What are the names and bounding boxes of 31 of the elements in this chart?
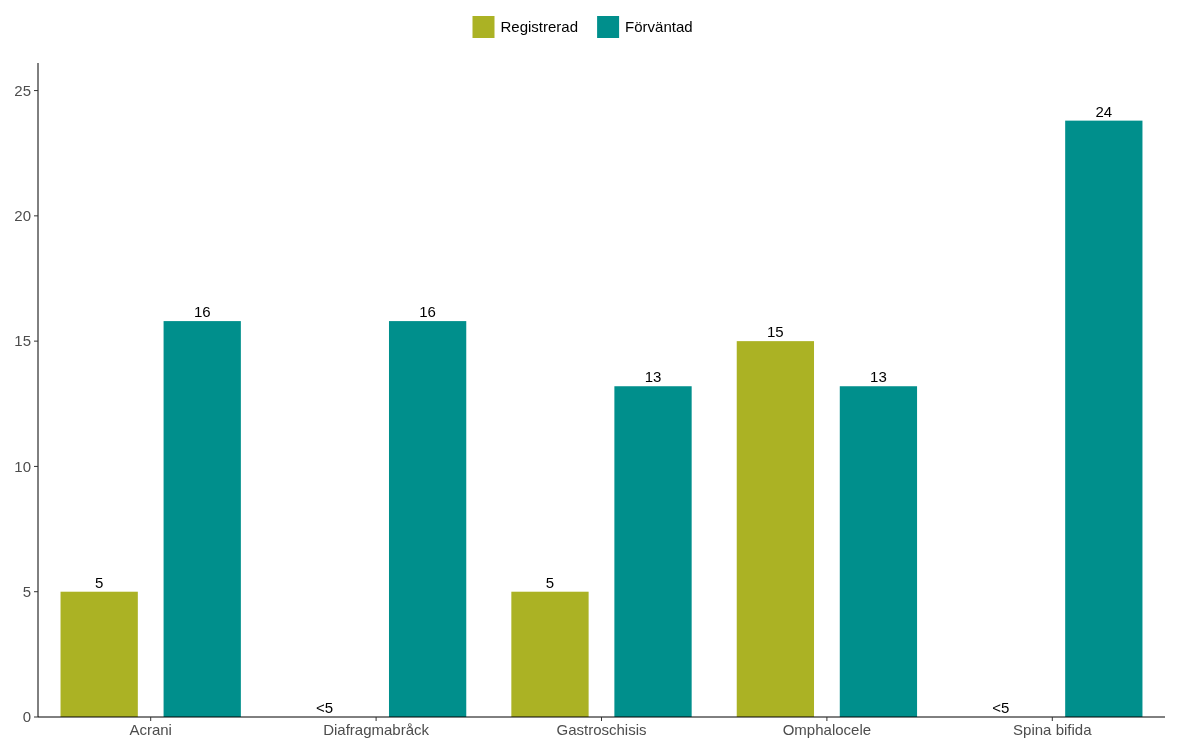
bar <box>1065 120 1143 717</box>
data-label: 13 <box>644 368 662 386</box>
bar <box>736 341 815 717</box>
data-label: 24 <box>1095 102 1113 120</box>
data-label: 5 <box>95 573 104 591</box>
x-tick-label: Acrani <box>129 721 172 738</box>
bar <box>163 321 241 717</box>
x-tick-label: Spina bifida <box>1013 721 1093 738</box>
data-label: 16 <box>193 303 211 321</box>
x-tick-label: Gastroschisis <box>556 721 647 738</box>
text: <5 <box>316 699 334 716</box>
bar <box>614 386 692 717</box>
data-label: 15 <box>767 323 784 341</box>
x-tick-label: Diafragmabråck <box>323 721 430 738</box>
legend-label: Förväntad <box>625 18 693 36</box>
y-tick-label: 25 <box>14 81 31 99</box>
bar <box>511 591 589 717</box>
data-label: 13 <box>870 368 887 386</box>
y-tick-label: 5 <box>22 582 31 600</box>
bar <box>60 591 138 717</box>
legend-label: Registrerad <box>500 18 579 36</box>
y-tick-label: 15 <box>14 332 31 350</box>
data-label: 16 <box>419 303 436 321</box>
data-label: 5 <box>545 573 555 591</box>
bar <box>839 386 918 717</box>
text: <5 <box>992 699 1010 716</box>
y-tick-label: 0 <box>22 708 31 726</box>
x-tick-label: Omphalocele <box>782 721 872 738</box>
bar <box>388 321 467 717</box>
y-tick-label: 20 <box>14 207 31 225</box>
y-tick-label: 10 <box>14 457 31 475</box>
